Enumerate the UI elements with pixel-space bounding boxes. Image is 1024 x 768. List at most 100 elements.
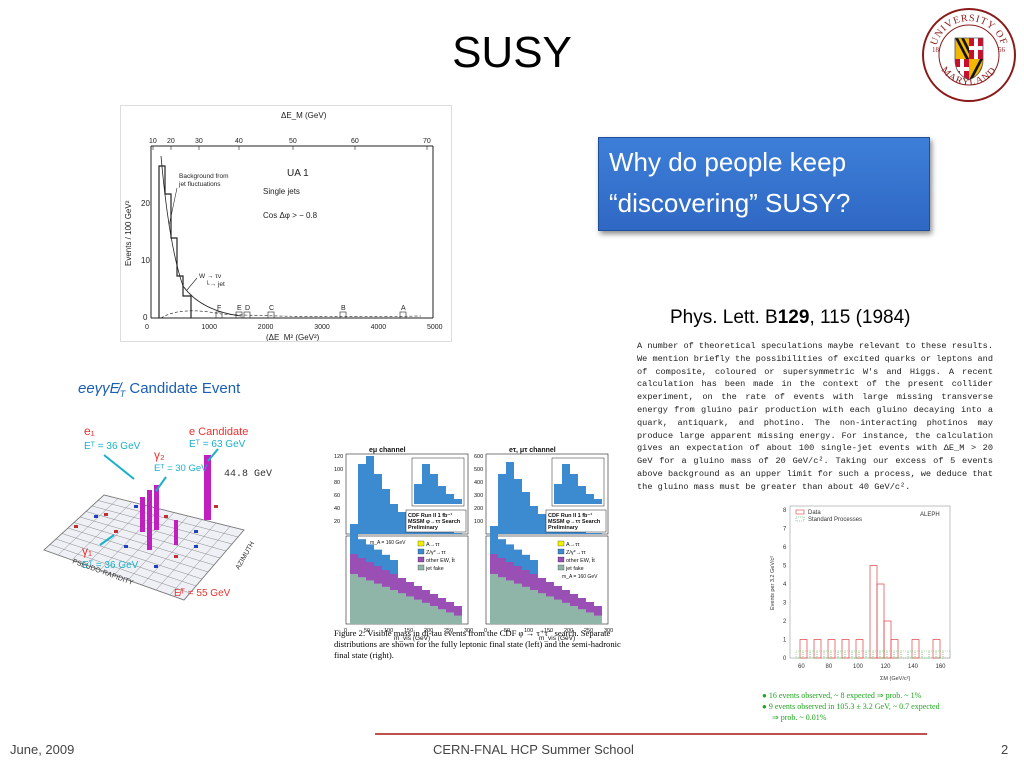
cdf-right-y-tick: 400	[474, 480, 483, 486]
svg-text:eeγγE̸T Candidate Event: eeγγE̸T Candidate Event	[78, 380, 241, 399]
cdf-left-lower-bar	[454, 606, 462, 624]
ua1-event-letter: C	[269, 305, 274, 312]
cdf-right-lower-bar	[522, 554, 530, 570]
cdf-left-lower-bar	[366, 580, 374, 624]
cdf-left-legend-label: Z/γ*→ττ	[426, 550, 446, 556]
cdf-left-x-tick: 250	[444, 628, 453, 634]
ua1-subtitle-cos: Cos Δφ > − 0.8	[263, 211, 318, 220]
cdf-left-lower-bar	[406, 596, 414, 624]
ua1-x-tick: 1000	[201, 324, 217, 331]
event-grid-line	[183, 529, 245, 601]
cdf-right-mass-label: m_A = 160 GeV	[562, 574, 598, 580]
event-energy-scale: 44.8 GeV	[224, 469, 272, 480]
cdf-right-legend-label: A→ττ	[566, 542, 580, 548]
paper-excerpt-paragraph: A number of theoretical speculations may…	[637, 341, 993, 492]
ua1-w-label-1: W → τν	[199, 273, 221, 280]
cdf-left-lower-bar	[374, 549, 382, 566]
cdf-left-x-label: m_vis (GeV)	[394, 635, 430, 642]
cdf-right-lower-bar	[498, 539, 506, 558]
cdf-right-lower-bar	[498, 577, 506, 624]
cdf-right-y-tick: 300	[474, 493, 483, 499]
cdf-left-upper-bar	[446, 532, 454, 534]
event-grid-line	[141, 519, 203, 586]
cdf-left-inset-bar	[454, 499, 462, 504]
cdf-left-lower-bar	[446, 612, 454, 624]
cdf-right-legend-swatch	[557, 548, 565, 555]
event-grid-line	[57, 498, 119, 556]
aleph-y-tick: 0	[783, 656, 787, 662]
cdf-right-y-tick: 200	[474, 506, 483, 512]
event-grid-line	[169, 526, 231, 596]
ua1-w-label-2: └→ jet	[205, 280, 225, 288]
cdf-left-info-frame	[405, 509, 467, 533]
aleph-x-tick: 60	[798, 664, 805, 670]
ua1-top-tick: 20	[167, 138, 175, 145]
cdf-left-upper-bar	[438, 531, 446, 534]
ua1-x-tick: 3000	[314, 324, 330, 331]
cdf-right-upper-bar	[506, 462, 514, 534]
event-calorimeter-cell	[104, 513, 108, 516]
cdf-left-title: eμ channel	[369, 447, 406, 454]
slide-title: SUSY	[452, 28, 572, 77]
aleph-note-1: ● 16 events observed, ~ 8 expected ⇒ pro…	[762, 691, 922, 700]
event-missing-et: E̸ᵀ = 55 GeV	[174, 587, 231, 599]
event-ecandidate-et: Eᵀ = 63 GeV	[189, 439, 246, 450]
aleph-x-tick: 100	[853, 664, 864, 670]
ua1-event-letter: E	[237, 305, 242, 312]
cdf-right-lower-bar	[506, 544, 514, 562]
aleph-mass-histogram: Events per 3.2 GeV/c² 0 1 2 3 4 5 6 7 8 60 80 100 1…	[770, 505, 951, 682]
cdf-left-x-tick: 50	[364, 628, 370, 634]
aleph-legend-standard: Standard Processes	[808, 517, 862, 523]
ua1-event-bar	[267, 311, 275, 319]
cdf-ditau-visible-mass-figure: eμ channel eτ, μτ channel CDF Run II 1 f…	[334, 447, 613, 642]
event-grid-line	[71, 501, 133, 561]
aleph-y-tick: 1	[783, 638, 787, 644]
cdf-left-legend-swatch	[417, 556, 425, 563]
aleph-x-label: ΣM (GeV/c²)	[880, 676, 910, 682]
event-grid-line	[155, 522, 217, 591]
cdf-right-lower-bar	[546, 596, 554, 624]
reference-suffix: , 115 (1984)	[809, 307, 911, 328]
ua1-x-tick: 4000	[371, 324, 387, 331]
cdf-right-info-3: Preliminary	[548, 525, 579, 531]
cdf-right-x-tick: 100	[524, 628, 533, 634]
footer-divider-line	[375, 733, 927, 735]
aleph-x-tick: 120	[881, 664, 892, 670]
ua1-event-letter: F	[217, 305, 221, 312]
cdf-left-lower-bar	[366, 544, 374, 562]
cdf-left-y-tick: 120	[334, 454, 343, 460]
aleph-y-tick: 5	[783, 564, 787, 570]
cdf-right-lower-bar	[514, 583, 522, 624]
cdf-right-lower-bar	[530, 590, 538, 624]
ua1-event-bar	[399, 311, 407, 319]
cdf-right-upper-bar	[538, 514, 546, 534]
cdf-right-y-tick: 500	[474, 467, 483, 473]
aleph-y-tick: 3	[783, 601, 787, 607]
cdf-right-y-tick: 600	[474, 454, 483, 460]
aleph-y-tick: 7	[783, 527, 787, 533]
ua1-x-axis-label: (ΔE_M² (GeV²)	[266, 333, 320, 342]
event-grid-line	[85, 505, 147, 566]
cdf-left-lower-bar	[414, 599, 422, 624]
cdf-left-x-tick: 300	[464, 628, 473, 634]
cdf-left-upper-bar	[374, 474, 382, 534]
cdf-left-inset-bar	[414, 484, 422, 504]
cdf-left-lower-bar	[430, 606, 438, 624]
cdf-left-x-tick: 100	[384, 628, 393, 634]
ua1-top-tick: 30	[195, 138, 203, 145]
cdf-right-legend-label: jet fake	[565, 566, 584, 572]
cdf-left-info-1: CDF Run II 1 fb⁻¹	[408, 512, 452, 519]
event-grid-line	[43, 494, 105, 551]
cdf-right-inset-bar	[578, 486, 586, 504]
callout-line-2: “discovering” SUSY?	[609, 188, 851, 218]
cdf-left-y-tick: 60	[334, 493, 340, 499]
ua1-top-tick: 10	[149, 138, 157, 145]
cdf-left-x-tick: 200	[424, 628, 433, 634]
aleph-legend-data: Data	[808, 510, 821, 516]
cdf-left-legend-swatch	[417, 540, 425, 547]
cdf-left-y-tick: 20	[334, 519, 340, 525]
event-calorimeter-cell	[74, 525, 78, 528]
cdf-right-x-tick: 200	[564, 628, 573, 634]
event-gamma2-et: Eᵀ = 30 GeV	[154, 463, 208, 474]
